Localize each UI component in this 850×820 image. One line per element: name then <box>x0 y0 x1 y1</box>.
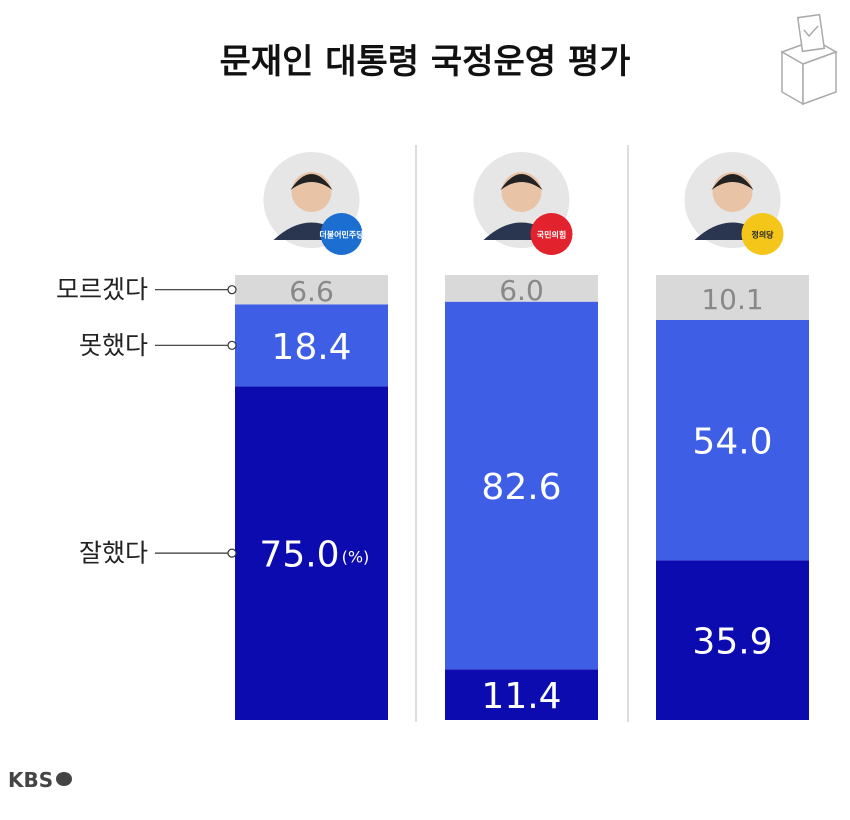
value-label: 6.6 <box>289 275 334 308</box>
value-label: 82.6 <box>481 467 561 508</box>
value-label: 18.4 <box>271 327 351 368</box>
bar-segment <box>656 275 809 320</box>
value-label: 54.0 <box>692 422 772 463</box>
legend-dot <box>227 548 237 558</box>
portrait-hair <box>290 174 333 190</box>
bar-segment <box>235 304 388 387</box>
bar-segment <box>445 301 598 670</box>
bar-segment <box>445 275 598 302</box>
party-badge <box>741 213 784 255</box>
value-label: 11.4 <box>481 676 561 717</box>
value-label: 6.0 <box>499 274 544 307</box>
bar-segment <box>235 386 388 720</box>
logo-mark <box>56 772 72 786</box>
legend-label: 못했다 <box>79 331 148 360</box>
portrait-hair <box>711 174 754 190</box>
unit-label: (%) <box>342 548 370 567</box>
ballot-box-icon <box>780 13 838 106</box>
value-label: 75.0 <box>259 535 339 576</box>
party-badge <box>530 213 573 255</box>
bar-segment <box>656 319 809 561</box>
party-name: 정의당 <box>751 230 774 240</box>
party-name: 국민의힘 <box>537 230 566 240</box>
portrait-hair <box>500 174 543 190</box>
party-name: 더불어민주당 <box>319 230 364 240</box>
value-label: 35.9 <box>692 622 772 663</box>
bar-segment <box>445 669 598 720</box>
legend-dot <box>227 285 237 295</box>
party-badge <box>320 213 363 255</box>
bar-segment <box>235 275 388 305</box>
legend-label: 모르겠다 <box>56 275 148 304</box>
chart-title: 문재인 대통령 국정운영 평가 <box>220 42 631 82</box>
logo: KBS <box>8 768 53 792</box>
value-label: 10.1 <box>701 283 763 316</box>
legend-dot <box>227 340 237 350</box>
legend-label: 잘했다 <box>79 539 148 568</box>
bar-segment <box>656 560 809 720</box>
